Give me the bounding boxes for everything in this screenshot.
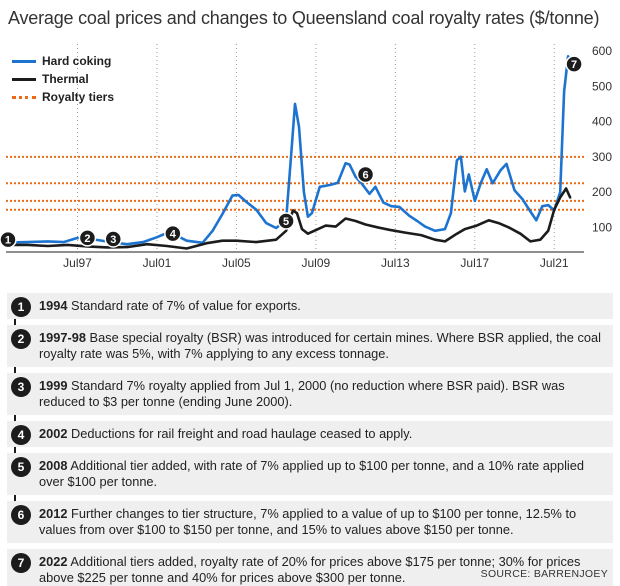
event-text: Further changes to tier structure, 7% ap… [39,506,577,537]
legend-label-thermal: Thermal [42,72,89,86]
y-tick-label: 600 [592,44,612,58]
y-tick-label: 100 [592,220,612,234]
event-marker-label: 7 [571,59,577,71]
event-number-badge: 7 [11,553,31,573]
x-tick-label: Jul05 [222,256,251,270]
event-text: Standard 7% royalty applied from Jul 1, … [39,378,565,409]
event-number-badge: 3 [11,377,31,397]
event-year: 2022 [39,554,68,569]
event-item-1: 1 1994 Standard rate of 7% of value for … [7,293,613,319]
event-marker-label: 5 [283,216,289,228]
chart-legend: Hard coking Thermal Royalty tiers [12,52,114,106]
chart-title: Average coal prices and changes to Queen… [8,8,600,28]
event-item-3: 3 1999 Standard 7% royalty applied from … [7,373,613,415]
legend-item-hard-coking: Hard coking [12,52,114,70]
event-text: Additional tier added, with rate of 7% a… [39,458,584,489]
event-marker-label: 3 [110,234,116,246]
event-number-badge: 4 [11,425,31,445]
y-tick-label: 400 [592,115,612,129]
event-marker-label: 6 [362,169,368,181]
event-marker-6 [356,165,375,184]
event-number-badge: 2 [11,329,31,349]
x-tick-label: Jul17 [460,256,489,270]
event-number-badge: 5 [11,457,31,477]
x-tick-label: Jul97 [63,256,92,270]
event-year: 2002 [39,426,68,441]
legend-item-royalty-tiers: Royalty tiers [12,88,114,106]
chart-plot: Jul97 Jul01 Jul05 Jul09 Jul13 Jul17 Jul21 100 20… [0,44,612,270]
x-tick-label: Jul01 [143,256,172,270]
series-line-thermal [4,187,572,250]
event-marker-label: 1 [5,235,11,247]
event-year: 2012 [39,506,68,521]
x-tick-label: Jul13 [381,256,410,270]
legend-item-thermal: Thermal [12,70,114,88]
event-year: 2008 [39,458,68,473]
legend-label-royalty-tiers: Royalty tiers [42,90,115,104]
event-number-badge: 6 [11,505,31,525]
event-item-4: 4 2002 Deductions for rail freight and r… [7,421,613,447]
event-item-2: 2 1997-98 Base special royalty (BSR) was… [7,325,613,367]
x-tick-label: Jul09 [302,256,331,270]
event-year: 1999 [39,378,68,393]
event-marker-2 [78,229,97,247]
events-list: 1 1994 Standard rate of 7% of value for … [7,293,613,586]
event-marker-label: 2 [84,233,90,245]
event-text: Deductions for rail freight and road hau… [71,426,413,441]
event-year: 1994 [39,298,68,313]
event-marker-5 [277,212,295,230]
y-tick-label: 300 [592,150,612,164]
event-text: Standard rate of 7% of value for exports… [71,298,301,313]
legend-label-hard-coking: Hard coking [42,54,112,68]
event-marker-1 [0,230,17,249]
y-tick-label: 200 [592,185,612,199]
source-note: SOURCE: BARRENJOEY [480,568,608,580]
event-marker-label: 4 [170,229,177,241]
event-item-6: 6 2012 Further changes to tier structure… [7,501,613,543]
y-tick-label: 500 [592,79,612,93]
event-item-7: 7 2022 Additional tiers added, royalty r… [7,549,613,586]
legend-swatch-hard-coking [12,60,36,63]
x-tick-label: Jul21 [540,256,569,270]
event-text: Additional tiers added, royalty rate of … [39,554,581,585]
event-item-5: 5 2008 Additional tier added, with rate … [7,453,613,495]
legend-swatch-thermal [12,78,36,81]
event-marker-7 [565,55,583,73]
event-number-badge: 1 [11,297,31,317]
event-marker-3 [104,230,123,248]
event-marker-4 [164,224,182,243]
legend-swatch-royalty-tiers [12,96,36,99]
event-year: 1997-98 [39,330,86,345]
event-text: Base special royalty (BSR) was introduce… [39,330,601,361]
